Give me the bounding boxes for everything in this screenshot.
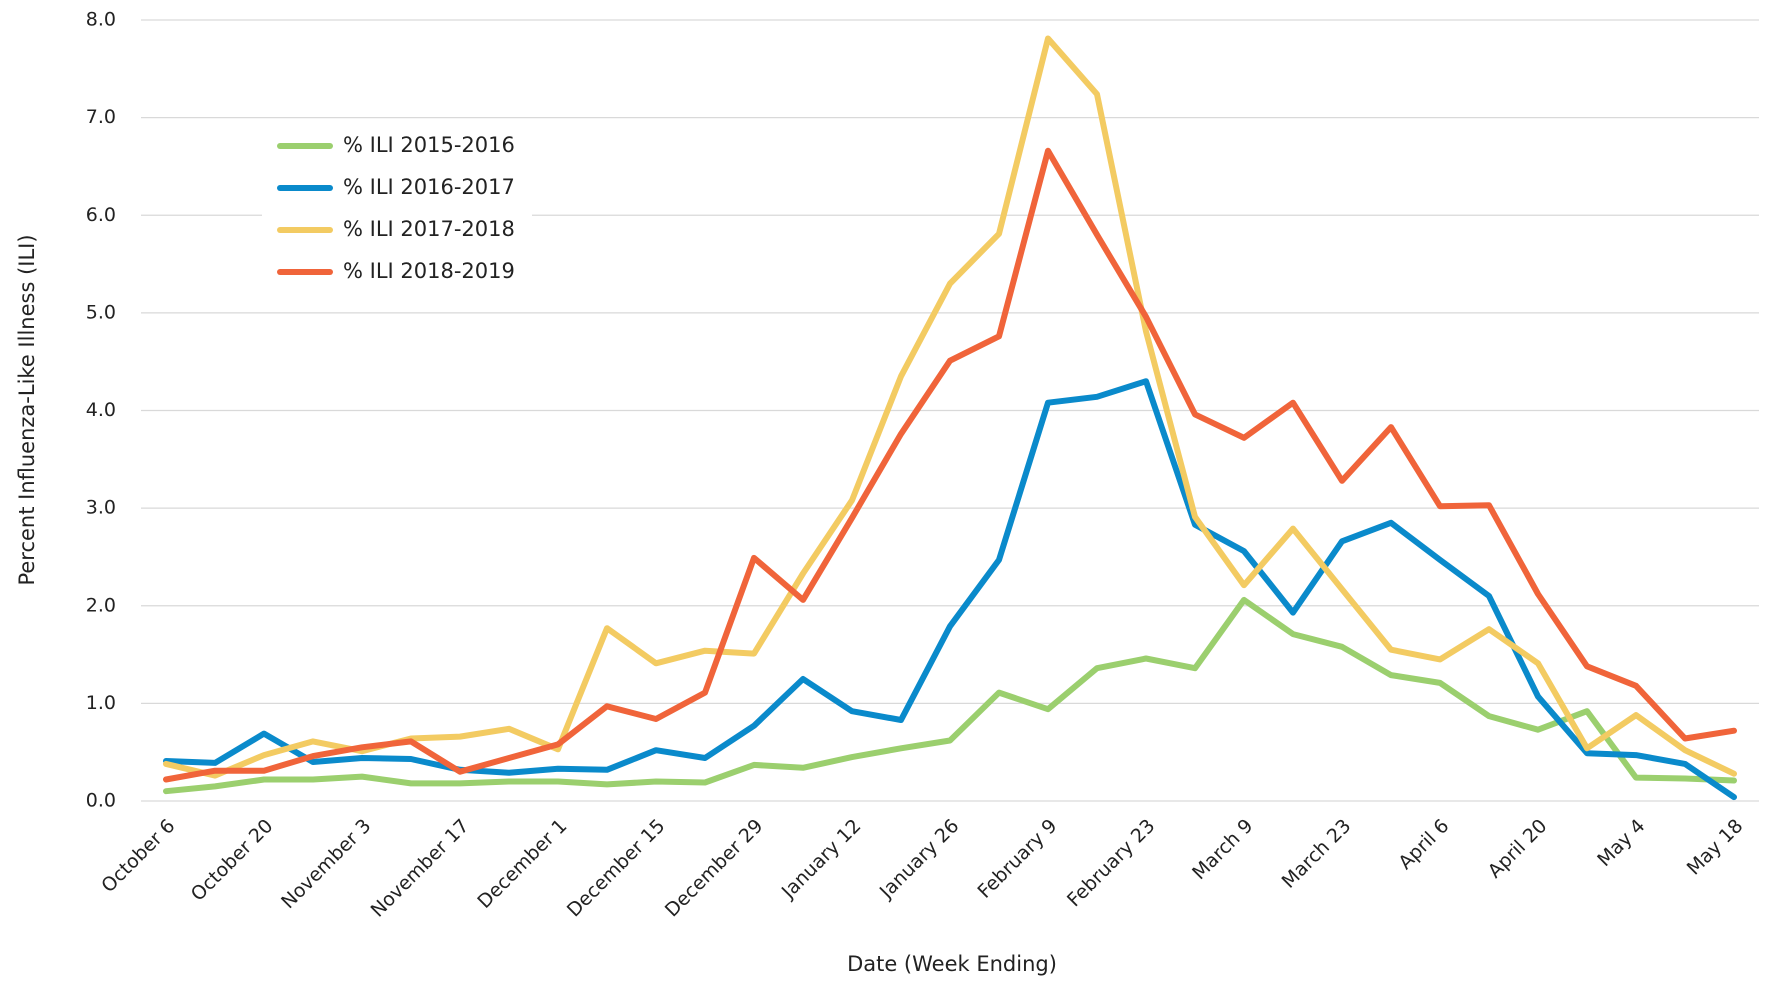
legend-label: % ILI 2018-2019 (343, 259, 515, 283)
x-tick-label: January 12 (777, 815, 866, 904)
x-tick-label: May 4 (1593, 815, 1649, 871)
x-tick-label: October 6 (97, 815, 179, 897)
y-tick-label: 8.0 (86, 9, 116, 31)
x-tick-label: December 15 (563, 815, 670, 922)
y-tick-label: 0.0 (86, 790, 116, 812)
x-tick-label: February 23 (1063, 815, 1159, 911)
x-tick-label: May 18 (1683, 815, 1748, 880)
y-tick-label: 1.0 (86, 692, 116, 714)
y-tick-label: 6.0 (86, 204, 116, 226)
x-tick-label: April 20 (1484, 815, 1552, 883)
x-tick-label: November 3 (277, 815, 375, 913)
series-line (163, 35, 1737, 779)
y-tick-label: 7.0 (86, 106, 116, 128)
x-tick-label: April 6 (1394, 815, 1453, 874)
y-tick-label: 2.0 (86, 594, 116, 616)
legend-label: % ILI 2016-2017 (343, 175, 515, 199)
series-line (163, 596, 1737, 795)
legend-label: % ILI 2015-2016 (343, 133, 515, 157)
x-axis-title: Date (Week Ending) (847, 952, 1057, 976)
y-tick-label: 4.0 (86, 399, 116, 421)
x-tick-label: October 20 (187, 815, 278, 906)
x-tick-label: February 9 (974, 815, 1062, 903)
y-tick-label: 5.0 (86, 301, 116, 323)
y-axis-title: Percent Influenza-Like Illness (ILI) (15, 234, 39, 585)
series-line (163, 147, 1737, 783)
y-tick-label: 3.0 (86, 497, 116, 519)
x-tick-label: November 17 (367, 815, 474, 922)
series-line (163, 378, 1737, 801)
x-tick-label: March 23 (1278, 815, 1356, 893)
x-tick-label: December 1 (473, 815, 571, 913)
x-tick-label: December 29 (661, 815, 768, 922)
legend-label: % ILI 2017-2018 (343, 217, 515, 241)
x-tick-label: March 9 (1188, 815, 1257, 884)
x-tick-label: January 26 (875, 815, 964, 904)
